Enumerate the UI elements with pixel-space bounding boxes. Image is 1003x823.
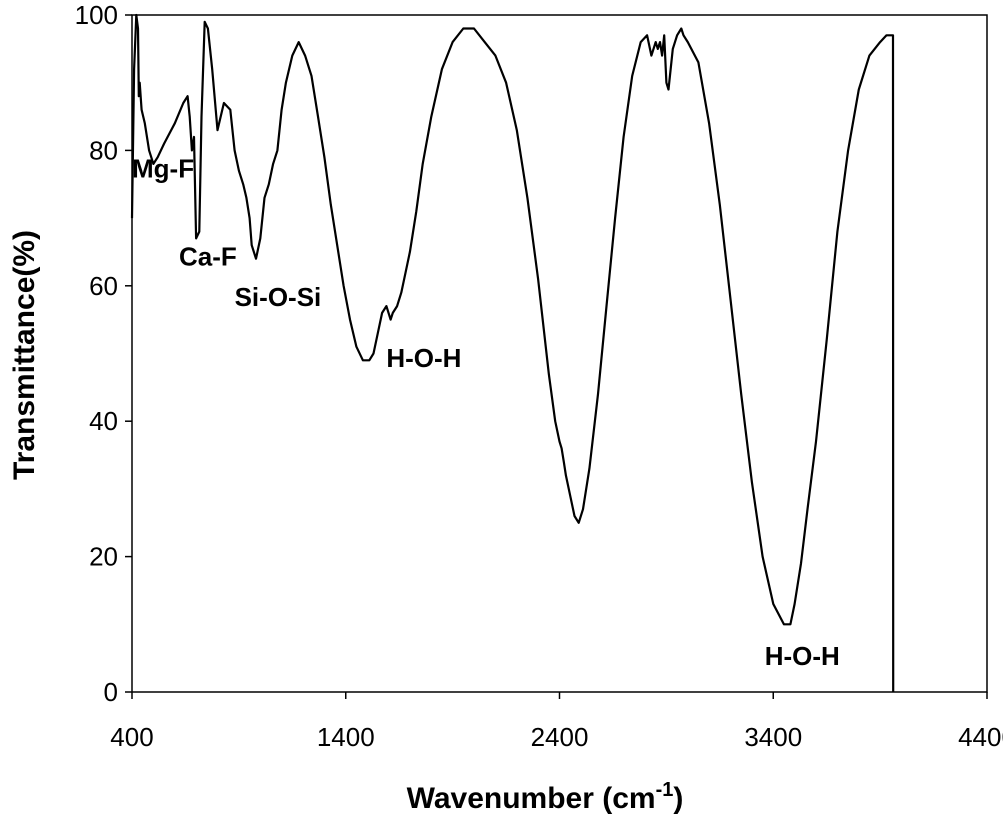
peak-annotation: H-O-H (765, 641, 840, 671)
peak-annotation: H-O-H (386, 343, 461, 373)
peak-annotation: Mg-F (132, 153, 194, 183)
x-axis-label-main: Wavenumber (cm (407, 782, 656, 815)
y-tick-label: 0 (104, 677, 118, 707)
y-tick-label: 40 (89, 406, 118, 436)
transmittance-line (130, 13, 895, 693)
tick-marks (125, 14, 988, 699)
y-tick-label: 20 (89, 542, 118, 572)
x-tick-label: 3400 (744, 722, 802, 752)
x-tick-label: 4400 (958, 722, 1003, 752)
y-tick-labels: 0 20 40 60 80 100 (75, 0, 118, 707)
series-layer (130, 13, 895, 693)
y-tick-label: 100 (75, 0, 118, 30)
y-tick-label: 80 (89, 135, 118, 165)
x-tick-label: 1400 (317, 722, 375, 752)
x-axis-label: Wavenumber (cm-1) (407, 779, 684, 815)
peak-annotation: Si-O-Si (235, 282, 322, 312)
y-axis-label: Transmittance(%) (8, 230, 41, 480)
x-tick-label: 2400 (531, 722, 589, 752)
x-tick-label: 400 (110, 722, 153, 752)
x-axis-label-sup: -1 (656, 779, 674, 801)
y-tick-label: 60 (89, 271, 118, 301)
x-tick-labels: 400 1400 2400 3400 4400 (110, 722, 1003, 752)
x-axis-label-close: ) (673, 782, 683, 815)
annotations: Mg-F Ca-F Si-O-Si H-O-H H-O-H (132, 153, 840, 670)
peak-annotation: Ca-F (179, 241, 237, 271)
plot-frame (131, 14, 988, 693)
